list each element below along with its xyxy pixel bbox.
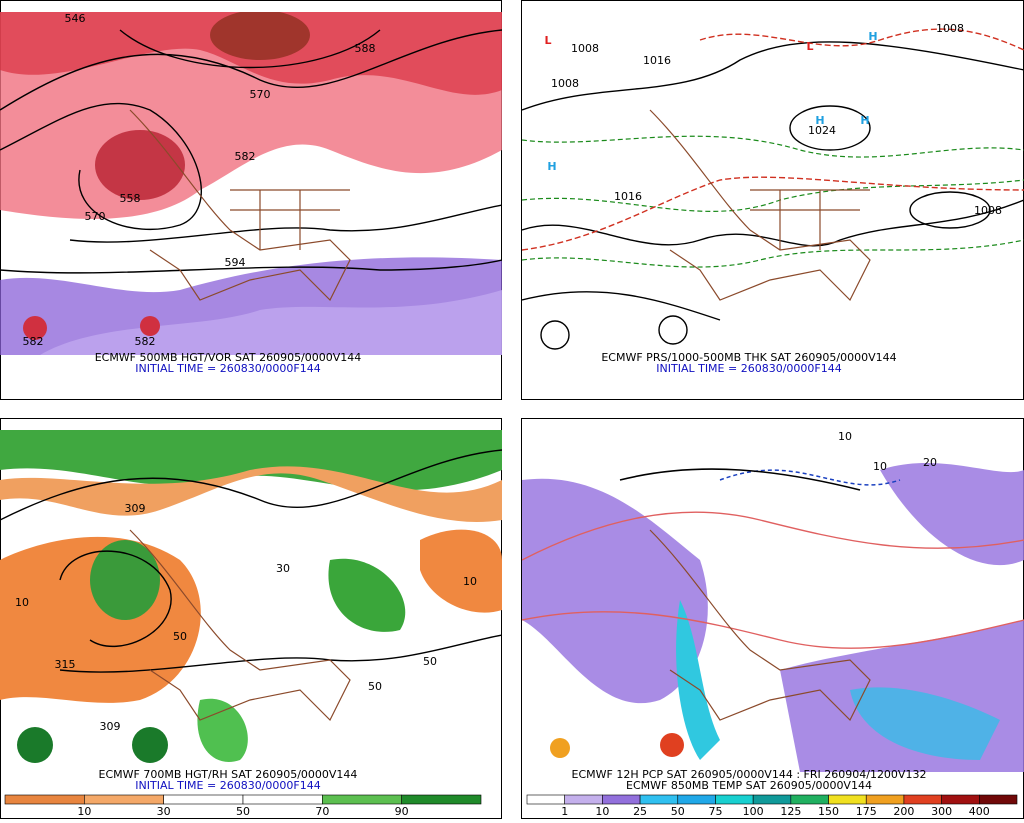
map-pressure xyxy=(522,28,1024,350)
map-label: 570 xyxy=(85,210,106,223)
colorbar-label: 50 xyxy=(671,805,685,818)
map-label: 1008 xyxy=(936,22,964,35)
colorbar-label: 150 xyxy=(818,805,839,818)
caption: ECMWF 12H PCP SAT 260905/0000V144 : FRI … xyxy=(572,768,927,781)
map-label: 10 xyxy=(15,596,29,609)
caption: ECMWF 500MB HGT/VOR SAT 260905/0000V144 xyxy=(95,351,362,364)
map-label: 570 xyxy=(250,88,271,101)
colorbar-label: 200 xyxy=(893,805,914,818)
colorbar-swatch xyxy=(715,794,754,805)
map-label: 588 xyxy=(355,42,376,55)
colorbar-label: 175 xyxy=(856,805,877,818)
map-label: 1016 xyxy=(614,190,642,203)
colorbar-label: 75 xyxy=(708,805,722,818)
colorbar-label: 300 xyxy=(931,805,952,818)
colorbar-swatch xyxy=(639,794,679,805)
map-label: 1024 xyxy=(808,124,836,137)
map-label: 1008 xyxy=(571,42,599,55)
colorbar-label: 125 xyxy=(780,805,801,818)
caption: ECMWF PRS/1000-500MB THK SAT 260905/0000… xyxy=(601,351,896,364)
colorbar-swatch xyxy=(752,794,792,805)
map-label: 50 xyxy=(368,680,382,693)
colorbar-label: 90 xyxy=(395,805,409,818)
colorbar-label: 30 xyxy=(157,805,171,818)
map-label: 1008 xyxy=(974,204,1002,217)
map-500mb xyxy=(0,12,502,355)
map-label: 50 xyxy=(173,630,187,643)
map-label: L xyxy=(806,40,813,53)
colorbar-swatch xyxy=(941,794,980,805)
map-label: 594 xyxy=(225,256,246,269)
map-label: 10 xyxy=(838,430,852,443)
colorbar-swatch xyxy=(979,794,1018,805)
colorbar-label: 50 xyxy=(236,805,250,818)
colorbar-label: 25 xyxy=(633,805,647,818)
colorbar-swatch xyxy=(84,794,164,805)
colorbar-label: 1 xyxy=(561,805,568,818)
colorbar-swatch xyxy=(526,794,565,805)
map-label: 20 xyxy=(923,456,937,469)
map-label: H xyxy=(860,114,869,127)
map-label: 10 xyxy=(463,575,477,588)
colorbar-swatch xyxy=(828,794,867,805)
map-700mb xyxy=(0,430,502,763)
colorbar-swatch xyxy=(564,794,603,805)
colorbar-label: 400 xyxy=(969,805,990,818)
colorbar-swatch xyxy=(242,794,323,805)
map-label: 50 xyxy=(423,655,437,668)
colorbar-swatch xyxy=(602,794,641,805)
caption: ECMWF 700MB HGT/RH SAT 260905/0000V144 xyxy=(99,768,358,781)
colorbar-swatch xyxy=(677,794,716,805)
colorbar-swatch xyxy=(865,794,905,805)
map-label: 309 xyxy=(125,502,146,515)
map-label: H xyxy=(547,160,556,173)
colorbar-label: 10 xyxy=(595,805,609,818)
colorbar-swatch xyxy=(4,794,85,805)
colorbar-swatch xyxy=(903,794,942,805)
map-label: 1008 xyxy=(551,77,579,90)
caption-line-2: INITIAL TIME = 260830/0000F144 xyxy=(656,362,841,375)
map-label: 582 xyxy=(135,335,156,348)
colorbar-label: 10 xyxy=(77,805,91,818)
panel-frame xyxy=(521,0,1024,400)
colorbar-label: 100 xyxy=(743,805,764,818)
map-label: 558 xyxy=(120,192,141,205)
dynamic-layer: ECMWF 500MB HGT/VOR SAT 260905/0000V144I… xyxy=(4,12,1018,818)
colorbar-swatch xyxy=(322,794,402,805)
map-label: 582 xyxy=(235,150,256,163)
map-label: 582 xyxy=(23,335,44,348)
caption-line-2: ECMWF 850MB TEMP SAT 260905/0000V144 xyxy=(626,779,872,792)
caption-line-2: INITIAL TIME = 260830/0000F144 xyxy=(135,362,320,375)
caption-line-2: INITIAL TIME = 260830/0000F144 xyxy=(135,779,320,792)
colorbar-swatch xyxy=(790,794,829,805)
map-label: 309 xyxy=(100,720,121,733)
map-label: H xyxy=(868,30,877,43)
colorbar-swatch xyxy=(163,794,244,805)
map-label: 546 xyxy=(65,12,86,25)
map-label: 10 xyxy=(873,460,887,473)
map-label: 30 xyxy=(276,562,290,575)
colorbar-swatch xyxy=(401,794,482,805)
map-label: 315 xyxy=(55,658,76,671)
map-label: 1016 xyxy=(643,54,671,67)
map-precip xyxy=(522,462,1024,772)
map-label: H xyxy=(815,114,824,127)
colorbar-label: 70 xyxy=(315,805,329,818)
map-label: L xyxy=(544,34,551,47)
